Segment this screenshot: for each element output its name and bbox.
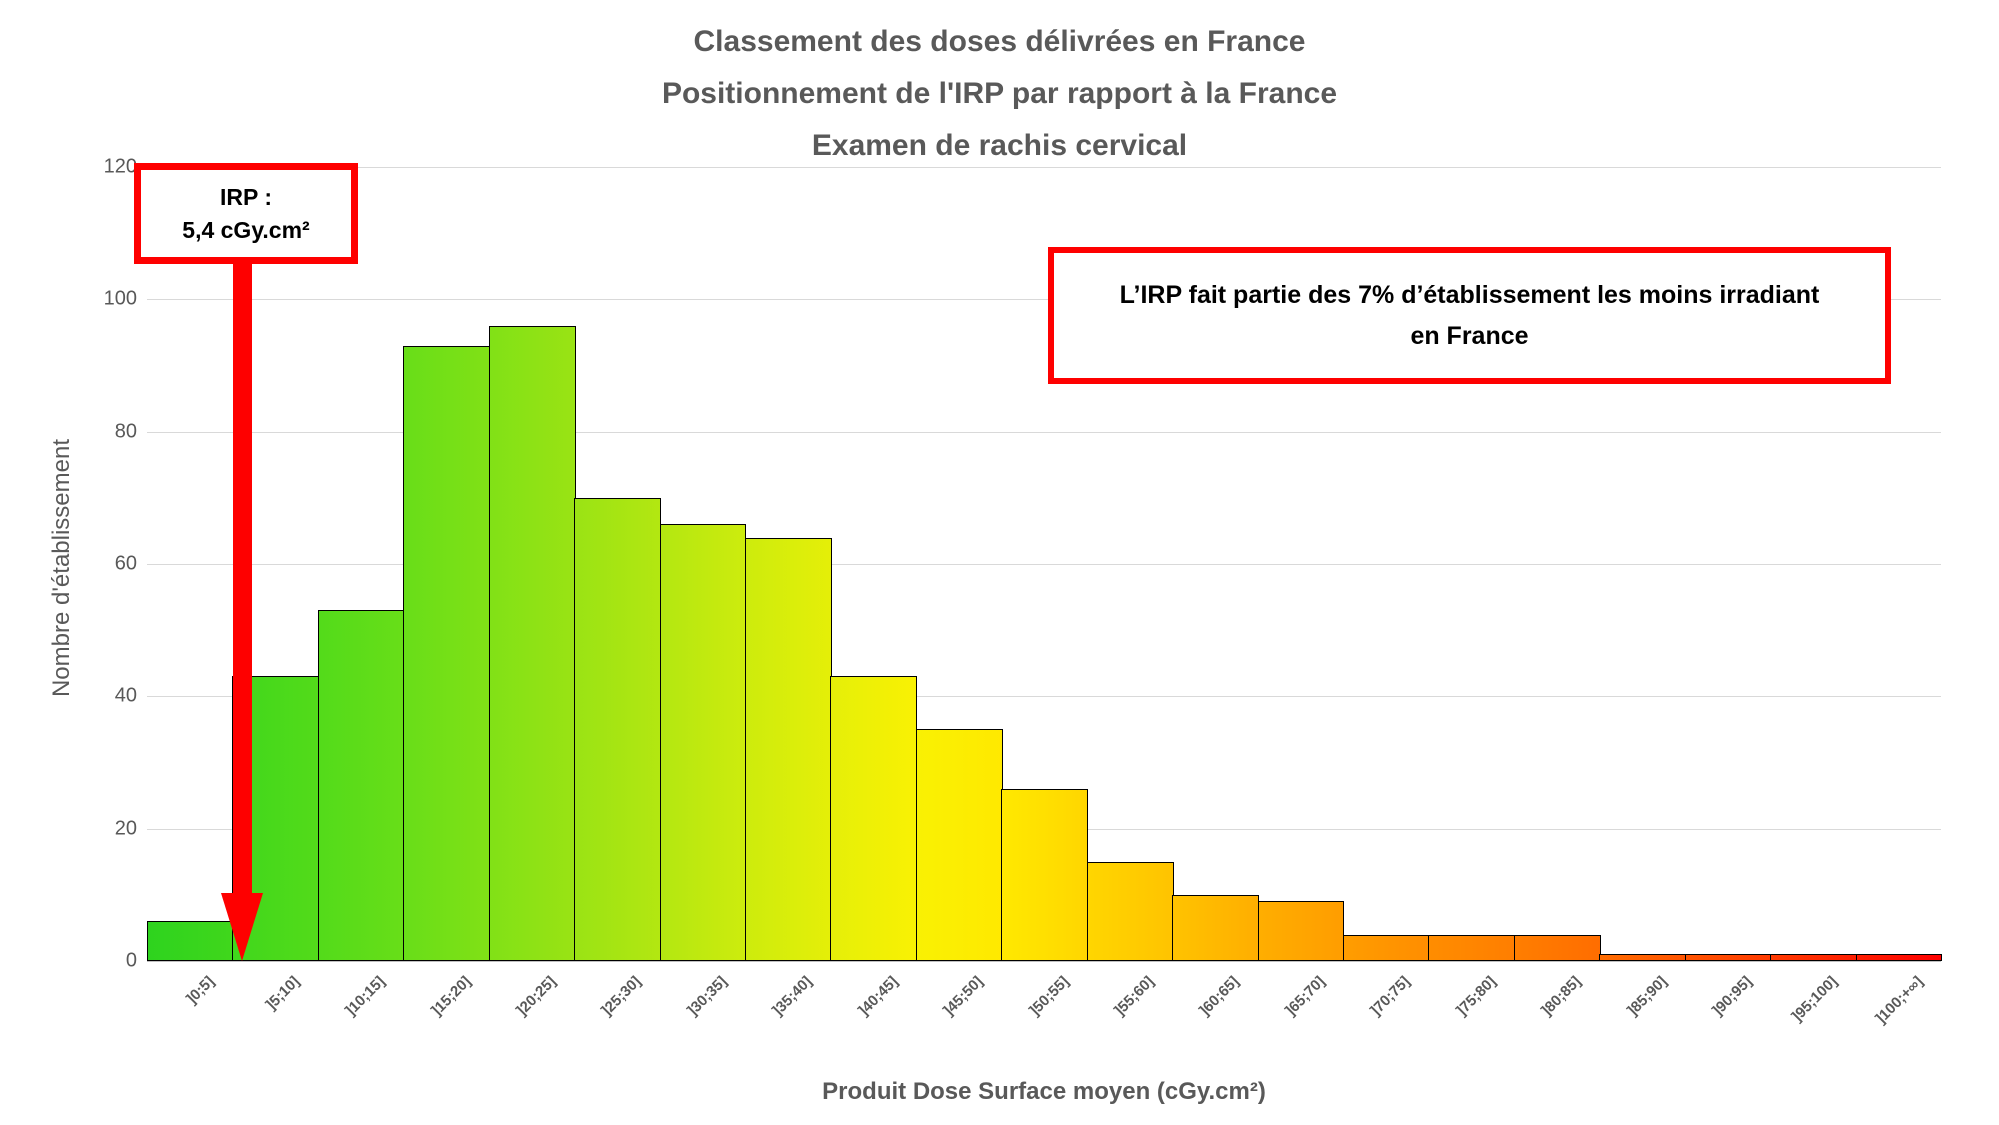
histogram-bar-8 (830, 676, 918, 961)
x-tick-label-11: ]55;60] (1111, 973, 1158, 1020)
y-tick-label-100: 100 (103, 287, 137, 310)
y-tick-label-20: 20 (114, 817, 137, 840)
histogram-bar-5 (574, 497, 662, 961)
histogram-bar-15 (1428, 934, 1516, 961)
histogram-bar-17 (1599, 954, 1687, 961)
x-tick-label-3: ]15;20] (427, 973, 475, 1020)
x-tick-label-12: ]60;65] (1196, 973, 1243, 1020)
histogram-bar-4 (488, 325, 576, 961)
histogram-bar-10 (1001, 788, 1089, 961)
y-tick-label-80: 80 (114, 420, 137, 443)
histogram-bar-12 (1172, 894, 1260, 961)
histogram-bar-18 (1684, 954, 1772, 961)
x-tick-label-17: ]85;90] (1623, 973, 1671, 1020)
chart-title-line3: Examen de rachis cervical (811, 129, 1188, 162)
gridline-100 (147, 299, 1941, 301)
note-text: L’IRP fait partie des 7% d’établissement… (1119, 280, 1820, 350)
histogram-bar-14 (1343, 934, 1430, 961)
y-axis-title: Nombre d'établissement (48, 438, 75, 698)
gridline-80 (147, 431, 1941, 433)
histogram-bar-0 (147, 921, 234, 961)
x-tick-label-18: ]90;95] (1709, 973, 1756, 1020)
x-tick-label-5: ]25;30] (598, 973, 645, 1020)
x-tick-label-20: ]100;+∞] (1872, 973, 1927, 1028)
x-tick-label-13: ]65;70] (1282, 973, 1329, 1020)
chart-title-line2: Positionnement de l'IRP par rapport à la… (661, 77, 1338, 110)
x-tick-label-14: ]70;75] (1367, 973, 1414, 1020)
histogram-bar-19 (1770, 954, 1858, 961)
y-tick-label-40: 40 (114, 684, 137, 707)
histogram-bar-13 (1257, 901, 1345, 961)
x-tick-label-16: ]80;85] (1538, 973, 1585, 1020)
histogram-bar-6 (659, 524, 747, 961)
x-axis-line (147, 961, 1941, 962)
x-tick-label-0: ]0;5] (183, 973, 218, 1008)
x-tick-label-6: ]30;35] (684, 973, 731, 1020)
y-tick-label-0: 0 (125, 949, 137, 972)
chart-title: Classement des doses délivrées en France… (0, 16, 1999, 172)
irp-arrow-shaft (233, 262, 252, 902)
x-tick-label-7: ]35;40] (769, 973, 816, 1020)
irp-annotation-box: IRP : 5,4 cGy.cm² (134, 163, 358, 264)
y-tick-label-120: 120 (103, 155, 137, 178)
irp-annotation-line2: 5,4 cGy.cm² (182, 216, 310, 243)
x-tick-label-19: ]95;100] (1788, 973, 1841, 1026)
x-tick-label-10: ]50;55] (1025, 973, 1073, 1020)
gridline-120 (147, 167, 1941, 168)
x-tick-label-8: ]40;45] (854, 973, 902, 1020)
irp-arrow-head-icon (221, 893, 263, 961)
gridline-60 (147, 564, 1941, 565)
chart-title-line1: Classement des doses délivrées en France (693, 25, 1306, 58)
x-tick-label-4: ]20;25] (513, 973, 560, 1020)
y-tick-label-60: 60 (114, 552, 137, 575)
x-axis-title: Produit Dose Surface moyen (cGy.cm²) (822, 1078, 1266, 1105)
plot-area (147, 167, 1943, 962)
note-box: L’IRP fait partie des 7% d’établissement… (1048, 247, 1891, 384)
histogram-bar-7 (745, 537, 832, 961)
x-tick-label-15: ]75;80] (1452, 973, 1500, 1020)
histogram-bar-2 (317, 610, 405, 961)
histogram-bar-9 (915, 729, 1003, 961)
x-tick-label-1: ]5;10] (262, 973, 304, 1014)
histogram-bar-20 (1855, 954, 1943, 961)
x-tick-label-9: ]45;50] (940, 973, 987, 1020)
histogram-bar-16 (1513, 934, 1601, 961)
irp-annotation-line1: IRP : (220, 183, 272, 210)
gridline-40 (147, 696, 1941, 698)
histogram-bar-11 (1086, 861, 1174, 961)
x-tick-label-2: ]10;15] (342, 973, 389, 1020)
histogram-bar-3 (403, 345, 491, 961)
